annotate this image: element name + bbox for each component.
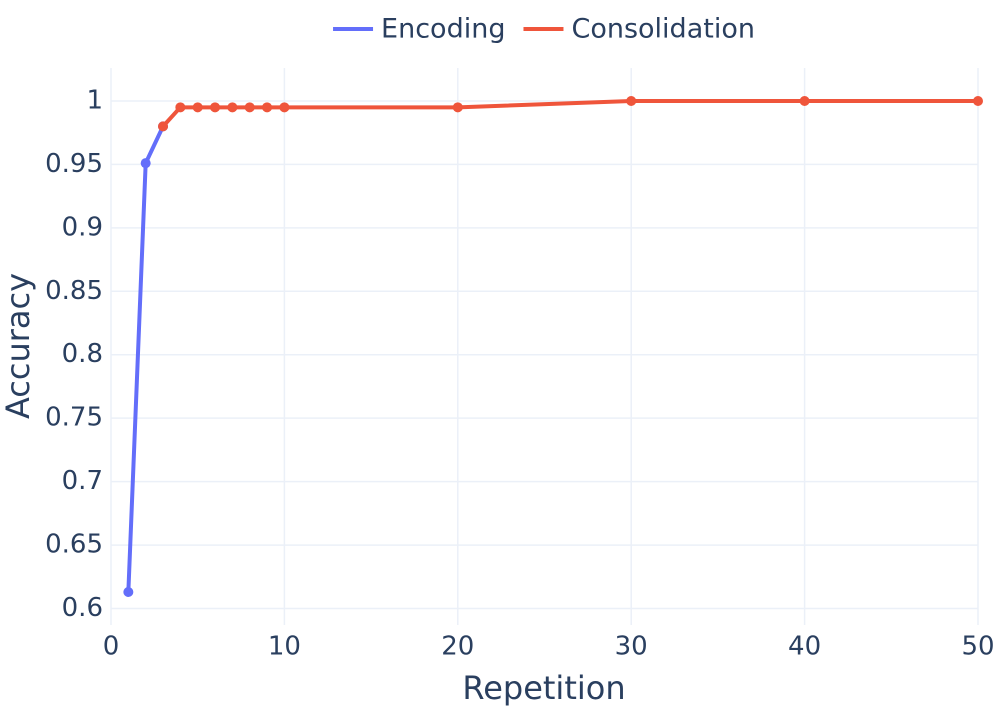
- y-tick-label: 0.65: [45, 530, 103, 560]
- legend-label: Encoding: [381, 14, 505, 45]
- x-tick-label: 0: [103, 632, 120, 662]
- point: [210, 102, 221, 113]
- series-line: [126, 125, 165, 593]
- x-axis-title: Repetition: [462, 669, 625, 707]
- y-tick-label: 0.9: [62, 212, 103, 242]
- point: [452, 102, 463, 113]
- x-tick-label: 10: [268, 632, 301, 662]
- y-tick-label: 0.85: [45, 276, 103, 306]
- grid: [110, 68, 979, 625]
- y-tick-label: 0.95: [45, 149, 103, 179]
- point: [626, 95, 637, 106]
- y-tick-label: 0.7: [62, 466, 103, 496]
- point: [140, 158, 151, 169]
- point: [973, 95, 983, 106]
- point: [158, 121, 169, 132]
- x-tick-label: 30: [615, 632, 648, 662]
- point: [227, 102, 238, 113]
- x-tick-label: 20: [441, 632, 474, 662]
- y-tick-label: 0.8: [62, 339, 103, 369]
- point: [262, 102, 273, 113]
- legend: Encoding Consolidation: [333, 14, 755, 45]
- point: [244, 102, 255, 113]
- point: [279, 102, 290, 113]
- point: [123, 587, 134, 598]
- y-tick-label: 0.6: [62, 593, 103, 623]
- point: [799, 95, 810, 106]
- x-tick-label: 50: [961, 632, 994, 662]
- point: [175, 102, 186, 113]
- y-tick-label: 0.75: [45, 403, 103, 433]
- y-axis-title: Accuracy: [0, 273, 37, 419]
- x-tick-label: 40: [788, 632, 821, 662]
- legend-label: Consolidation: [571, 14, 754, 45]
- point: [192, 102, 203, 113]
- y-tick-label: 1: [86, 85, 103, 115]
